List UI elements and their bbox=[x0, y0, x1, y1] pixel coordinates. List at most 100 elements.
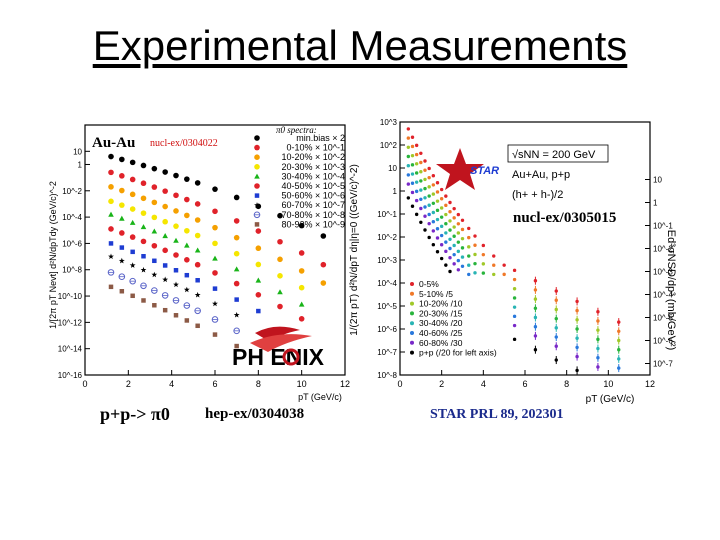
right-data-point bbox=[431, 201, 436, 206]
right-legend-marker bbox=[410, 331, 414, 335]
right-data-point bbox=[456, 231, 461, 235]
left-data-point bbox=[108, 226, 114, 232]
right-data-point bbox=[406, 154, 411, 159]
right-legend-label: 0-5% bbox=[419, 279, 439, 289]
right-data-point bbox=[481, 243, 486, 248]
star-logo: STAR bbox=[436, 148, 499, 190]
right-data-point bbox=[452, 243, 456, 248]
left-data-point bbox=[119, 173, 125, 179]
left-data-point bbox=[212, 224, 218, 231]
slide-title: Experimental Measurements bbox=[92, 22, 628, 69]
right-y-tick-label: 10^-5 bbox=[377, 302, 397, 311]
right-data-point bbox=[473, 271, 477, 275]
right-y-tick-label: 10 bbox=[388, 164, 397, 173]
right-data-point bbox=[431, 183, 436, 187]
left-data-point bbox=[151, 271, 158, 278]
right-data-point bbox=[419, 169, 423, 174]
right-data-point bbox=[444, 263, 448, 267]
left-data-point bbox=[162, 169, 168, 175]
right-data-point bbox=[467, 226, 471, 231]
right-data-point bbox=[456, 212, 461, 217]
left-data-point bbox=[298, 284, 305, 291]
right-x-tick-label: 0 bbox=[397, 379, 402, 389]
left-y-tick-label: 10^-12 bbox=[58, 318, 83, 327]
right-legend-marker bbox=[410, 321, 414, 326]
right-y2-tick-label: 10^-3 bbox=[653, 268, 673, 277]
right-data-point bbox=[448, 269, 452, 274]
right-data-point bbox=[439, 243, 444, 247]
right-y-axis-label-left: 1/(2π pT) d²N/dpT dη|η=0 ((GeV/c)^-2) bbox=[349, 164, 360, 336]
right-data-point bbox=[439, 215, 444, 219]
right-y2-tick-label: 10^-7 bbox=[653, 360, 673, 369]
right-data-point bbox=[419, 160, 423, 165]
right-data-point bbox=[419, 220, 423, 224]
left-data-point bbox=[298, 316, 305, 322]
left-data-point bbox=[119, 156, 125, 163]
left-x-tick-label: 4 bbox=[169, 379, 174, 389]
left-legend-marker bbox=[254, 135, 260, 141]
left-data-point bbox=[151, 199, 158, 206]
right-data-point bbox=[512, 296, 517, 300]
left-y-tick-label: 10 bbox=[73, 147, 82, 156]
left-data-point bbox=[140, 210, 147, 216]
left-data-point bbox=[194, 261, 201, 268]
left-data-point bbox=[233, 280, 240, 287]
left-data-point bbox=[212, 286, 218, 291]
left-data-point bbox=[108, 198, 114, 205]
right-data-point bbox=[444, 212, 448, 217]
pp-pi0-label: p+p-> π0 bbox=[100, 404, 170, 424]
right-data-point bbox=[439, 187, 444, 192]
right-legend-marker bbox=[410, 311, 414, 316]
right-x-tick-label: 8 bbox=[564, 379, 569, 389]
right-data-point bbox=[448, 219, 452, 223]
right-y-ticks-right: 10 1 10^-1 10^-2 10^-3 10^-4 10^-5 10^-6 10^-7 bbox=[645, 176, 673, 369]
right-y2-tick-label: 10 bbox=[653, 176, 662, 185]
left-data-point bbox=[233, 250, 240, 257]
collision-energy: √sNN = 200 GeV bbox=[512, 149, 596, 161]
left-x-tick-label: 12 bbox=[340, 379, 350, 389]
right-y2-tick-label: 1 bbox=[653, 199, 658, 208]
left-y-tick-label: 10^-6 bbox=[62, 239, 82, 248]
left-data-point bbox=[194, 180, 201, 186]
phenix-bird-wing-icon-2 bbox=[250, 334, 312, 352]
left-legend-marker bbox=[254, 154, 260, 160]
right-data-point bbox=[435, 236, 440, 240]
left-legend-label: 20-30% × 10^-3 bbox=[281, 162, 345, 172]
left-data-point bbox=[173, 192, 179, 199]
left-y-tick-label: 10^-16 bbox=[58, 371, 83, 380]
left-data-point bbox=[173, 252, 179, 258]
left-legend-marker bbox=[254, 183, 260, 189]
left-data-point bbox=[140, 195, 147, 202]
right-data-point bbox=[512, 277, 517, 282]
star-logo-icon bbox=[436, 148, 484, 190]
left-data-point bbox=[320, 233, 327, 239]
right-data-point bbox=[410, 204, 415, 208]
left-data-point bbox=[255, 261, 262, 268]
left-data-point bbox=[140, 162, 147, 169]
left-legend-label: 40-50% × 10^-5 bbox=[281, 181, 345, 191]
left-data-point bbox=[184, 196, 190, 203]
right-data-point bbox=[406, 136, 411, 140]
left-data-point bbox=[234, 297, 239, 302]
right-data-point bbox=[473, 243, 477, 247]
right-data-point bbox=[452, 225, 456, 229]
right-data-point bbox=[419, 151, 423, 155]
left-data-point bbox=[184, 176, 190, 182]
right-data-point bbox=[467, 263, 471, 267]
right-data-point bbox=[406, 145, 411, 149]
left-legend-marker bbox=[254, 222, 260, 227]
right-data-point bbox=[423, 228, 427, 232]
right-data-point bbox=[427, 166, 431, 171]
right-data-point bbox=[419, 197, 423, 201]
left-data-point bbox=[140, 180, 147, 187]
left-data-point bbox=[119, 202, 125, 208]
left-data-point bbox=[129, 262, 136, 268]
left-data-point bbox=[298, 250, 305, 256]
left-data-point bbox=[212, 270, 218, 276]
left-data-point bbox=[212, 240, 218, 247]
right-data-point bbox=[448, 237, 452, 241]
right-data-point bbox=[460, 255, 465, 259]
right-data-point bbox=[414, 152, 419, 157]
left-data-point bbox=[108, 153, 114, 160]
left-data-point bbox=[194, 217, 201, 223]
